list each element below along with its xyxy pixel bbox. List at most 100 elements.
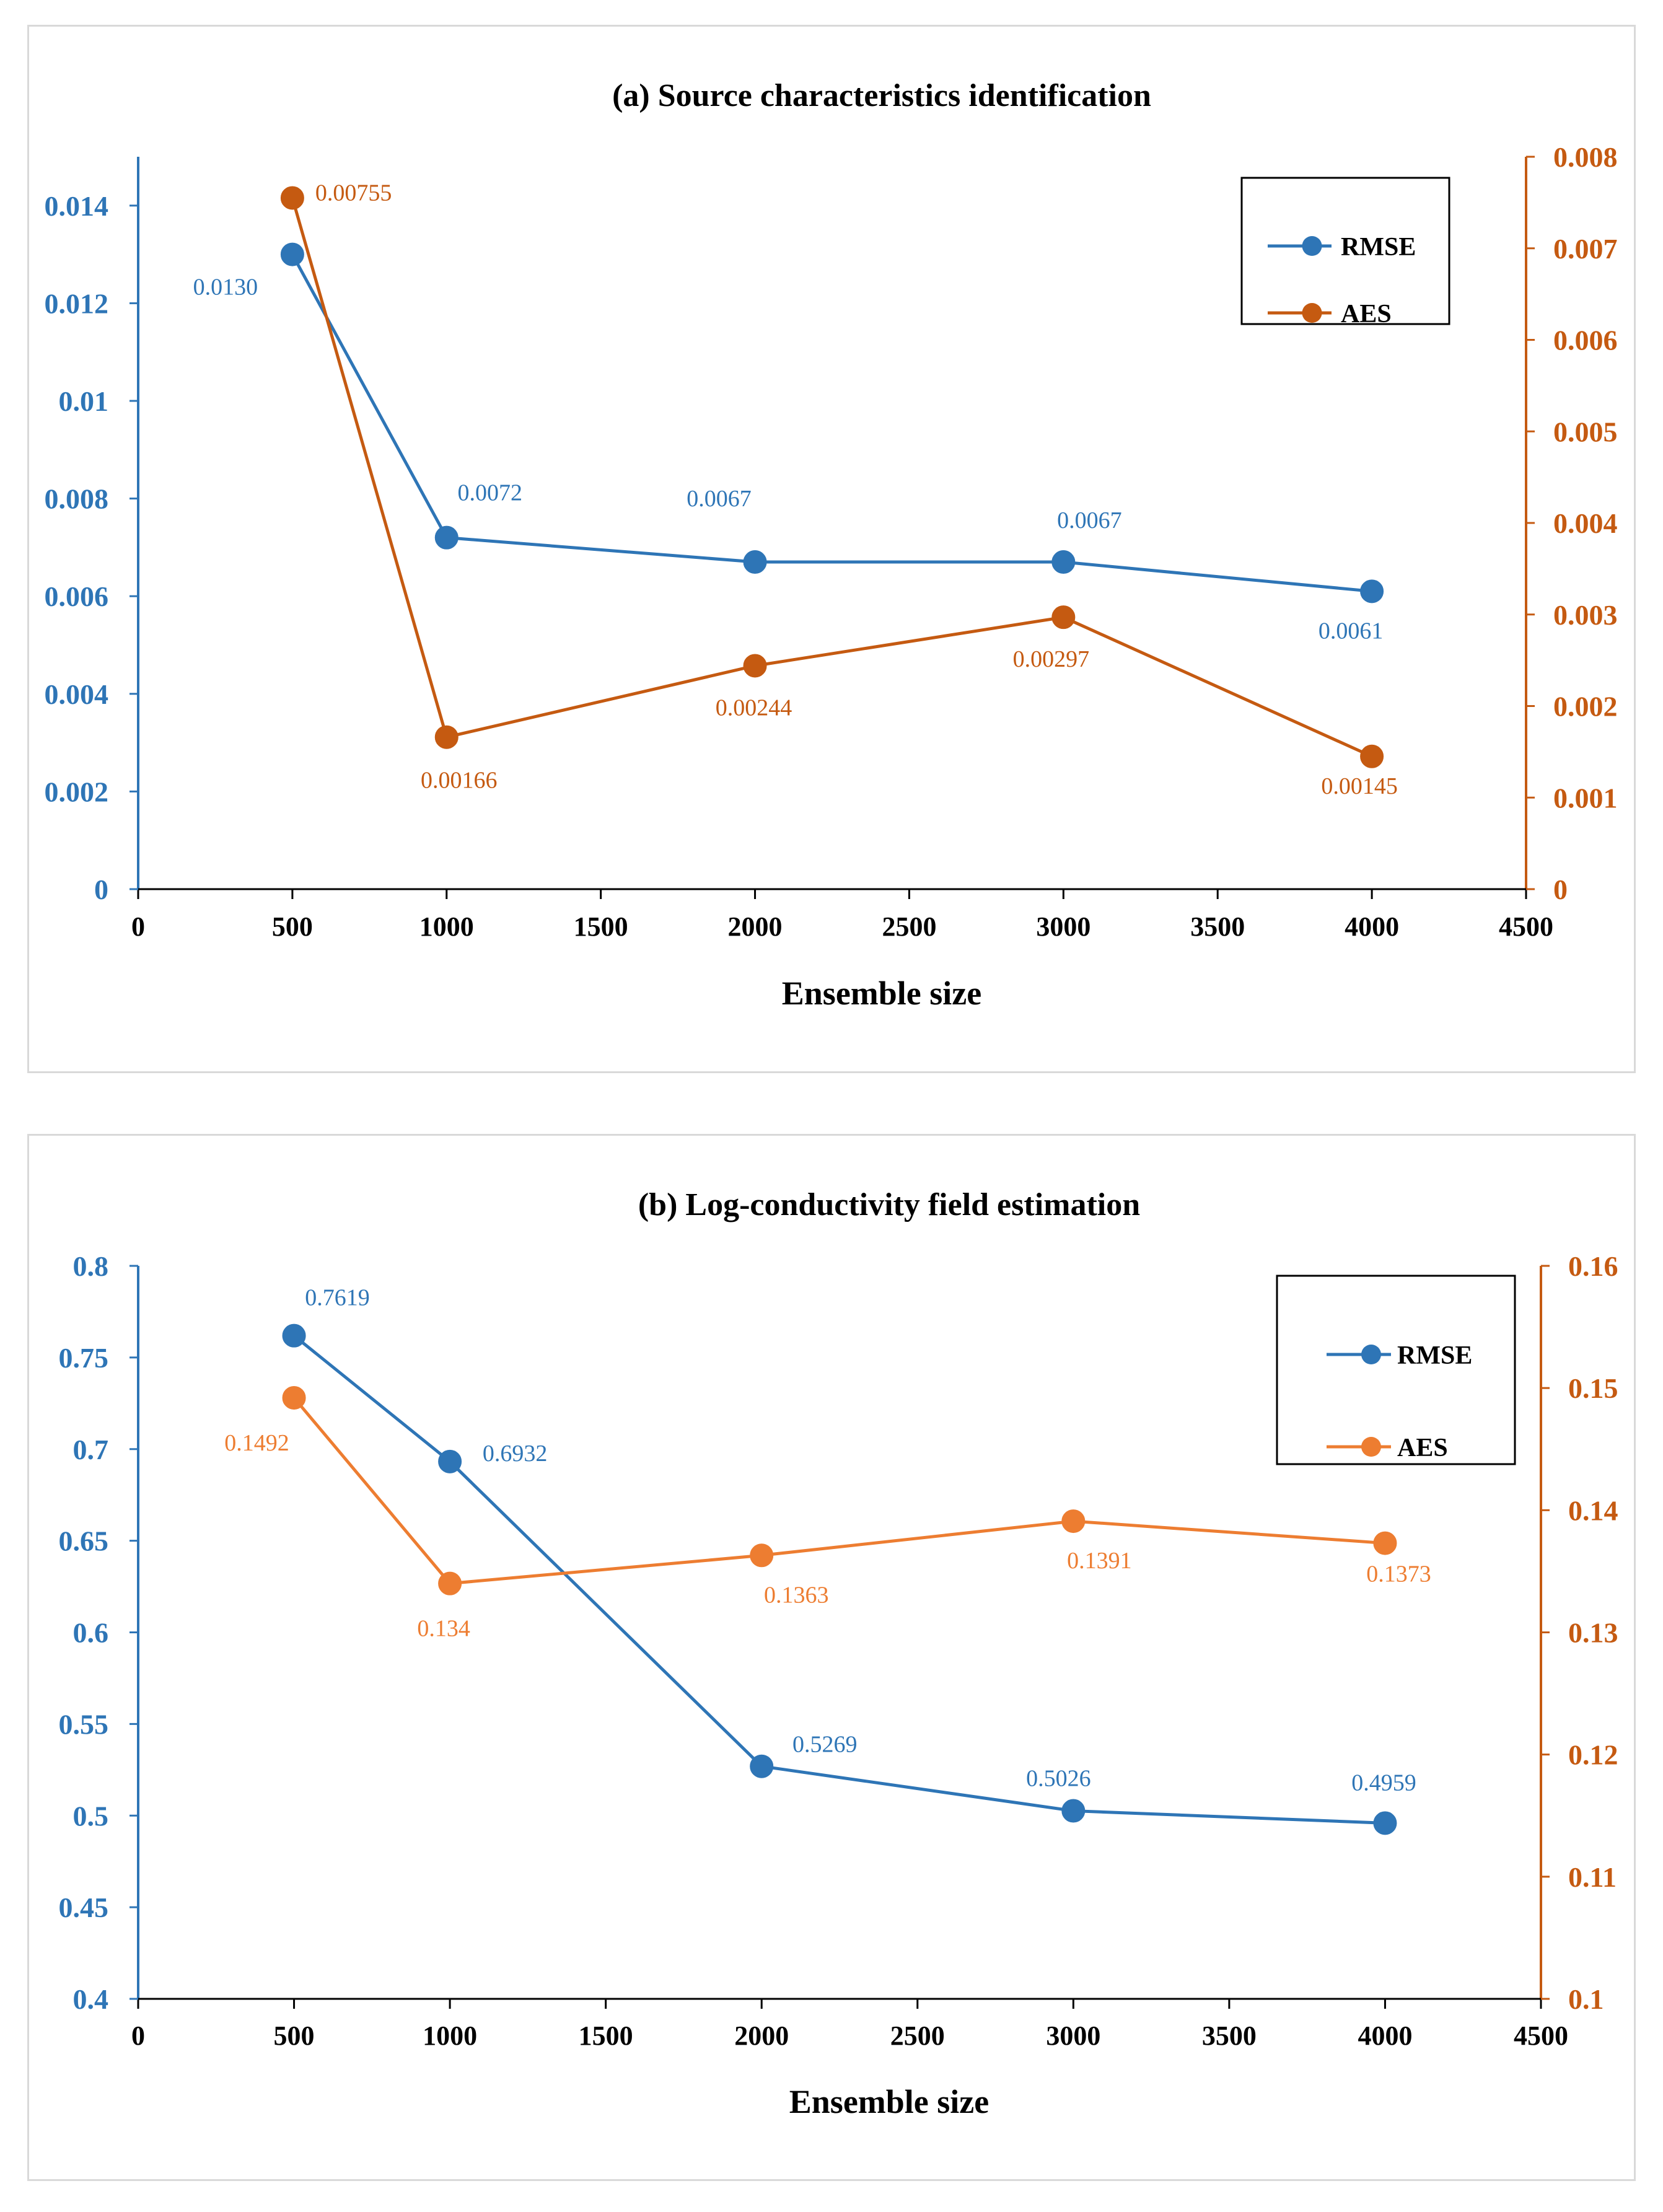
- x-tick-label: 500: [272, 911, 313, 942]
- legend-marker-aes: [1302, 303, 1322, 323]
- data-point-rmse: [1360, 579, 1384, 603]
- data-point-rmse: [280, 242, 304, 266]
- legend-box: [1240, 177, 1450, 325]
- y-tick-label-right: 0.007: [1553, 233, 1618, 265]
- y-tick-label-left: 0.006: [45, 581, 109, 612]
- y-tick-label-left: 0.012: [45, 287, 109, 319]
- data-label-rmse: 0.5269: [792, 1732, 858, 1758]
- y-tick-label-left: 0.8: [73, 1250, 109, 1282]
- y-tick-label-right: 0.006: [1553, 325, 1618, 356]
- x-axis-label: Ensemble size: [782, 975, 981, 1012]
- x-tick-label: 1000: [419, 911, 474, 942]
- x-tick-label: 500: [274, 2021, 315, 2051]
- data-label-rmse: 0.0067: [1057, 507, 1122, 533]
- x-tick-label: 1500: [574, 911, 628, 942]
- chart-panel-a: (a) Source characteristics identificatio…: [27, 25, 1636, 1073]
- x-tick-label: 3500: [1190, 911, 1245, 942]
- y-tick-label-left: 0.65: [59, 1525, 109, 1557]
- data-point-aes: [1360, 744, 1384, 768]
- data-point-rmse: [1373, 1811, 1397, 1835]
- chart-panel-b: (b) Log-conductivity field estimation 0 50…: [27, 1134, 1636, 2181]
- y-tick-label-right: 0.004: [1553, 507, 1618, 539]
- data-label-aes: 0.00166: [421, 768, 498, 794]
- y-tick-label-left: 0.45: [59, 1892, 109, 1923]
- data-label-aes: 0.1373: [1366, 1561, 1431, 1587]
- data-point-aes: [438, 1571, 462, 1595]
- y-tick-label-left: 0.5: [73, 1800, 109, 1832]
- y-tick-label-right: 0.003: [1553, 599, 1618, 631]
- data-point-rmse: [750, 1754, 774, 1778]
- y-tick-label-right: 0.14: [1568, 1494, 1618, 1526]
- x-tick-label: 4500: [1499, 911, 1553, 942]
- data-label-aes: 0.1391: [1067, 1548, 1132, 1574]
- x-tick-label: 1500: [579, 2021, 633, 2051]
- y-tick-label-left: 0.014: [45, 190, 109, 222]
- data-point-aes: [1061, 1509, 1086, 1534]
- data-label-rmse: 0.5026: [1026, 1766, 1091, 1792]
- y-tick-label-right: 0.001: [1553, 782, 1618, 814]
- y-tick-label-right: 0: [1553, 874, 1568, 905]
- data-point-aes: [1373, 1531, 1397, 1555]
- data-point-aes: [1051, 605, 1076, 630]
- data-label-aes: 0.1363: [764, 1582, 829, 1608]
- y-tick-label-right: 0.002: [1553, 691, 1618, 722]
- chart-title: (b) Log-conductivity field estimation: [638, 1187, 1140, 1222]
- y-tick-label-left: 0.004: [45, 678, 109, 710]
- data-label-aes: 0.00145: [1321, 773, 1398, 799]
- data-point-rmse: [434, 525, 459, 550]
- data-label-rmse: 0.0130: [193, 274, 258, 301]
- data-point-aes: [743, 654, 767, 678]
- y-tick-label-right: 0.15: [1568, 1372, 1618, 1404]
- x-axis-label: Ensemble size: [789, 2083, 989, 2120]
- data-label-rmse: 0.7619: [305, 1285, 370, 1311]
- legend-label-rmse: RMSE: [1397, 1341, 1472, 1370]
- chart-b: (b) Log-conductivity field estimation 0 50…: [59, 1187, 1618, 2120]
- data-label-rmse: 0.6932: [483, 1441, 548, 1467]
- y-tick-label-left: 0.7: [73, 1434, 109, 1465]
- y-tick-label-right: 0.005: [1553, 416, 1618, 447]
- chart-a: (a) Source characteristics identificatio…: [45, 78, 1618, 1012]
- legend-marker-rmse: [1361, 1345, 1381, 1364]
- y-tick-label-right: 0.008: [1553, 141, 1618, 173]
- y-tick-label-left: 0.01: [59, 385, 109, 417]
- data-label-rmse: 0.0067: [687, 486, 752, 512]
- data-point-rmse: [1061, 1799, 1086, 1823]
- data-point-aes: [434, 725, 459, 749]
- data-label-aes: 0.00297: [1013, 646, 1090, 672]
- y-tick-label-left: 0.75: [59, 1342, 109, 1374]
- x-tick-label: 3000: [1036, 911, 1090, 942]
- y-tick-label-left: 0: [94, 874, 108, 905]
- x-tick-label: 3500: [1202, 2021, 1257, 2051]
- y-tick-label-left: 0.55: [59, 1708, 109, 1740]
- data-point-rmse: [743, 550, 767, 574]
- data-label-aes: 0.134: [417, 1616, 470, 1642]
- x-tick-label: 4500: [1514, 2021, 1568, 2051]
- data-point-rmse: [282, 1323, 306, 1348]
- legend-label-aes: AES: [1397, 1434, 1448, 1462]
- data-label-aes: 0.00244: [716, 695, 792, 721]
- legend-marker-rmse: [1302, 236, 1322, 256]
- x-tick-label: 1000: [423, 2021, 477, 2051]
- legend-label-rmse: RMSE: [1341, 233, 1416, 261]
- y-tick-label-left: 0.008: [45, 483, 109, 515]
- data-label-aes: 0.00755: [315, 180, 392, 206]
- y-tick-label-right: 0.16: [1568, 1250, 1618, 1282]
- x-tick-label: 4000: [1358, 2021, 1412, 2051]
- series-line-aes: [291, 197, 1373, 758]
- y-tick-label-left: 0.4: [73, 1983, 109, 2015]
- x-tick-label: 2000: [728, 911, 783, 942]
- y-tick-label-right: 0.12: [1568, 1739, 1618, 1771]
- x-tick-label: 0: [131, 2021, 145, 2051]
- series-line-aes: [292, 1397, 1385, 1586]
- data-label-rmse: 0.0072: [458, 480, 523, 506]
- x-tick-label: 2000: [734, 2021, 789, 2051]
- x-tick-label: 3000: [1046, 2021, 1100, 2051]
- data-point-rmse: [438, 1449, 462, 1473]
- y-tick-label-right: 0.11: [1568, 1861, 1617, 1893]
- data-point-aes: [282, 1385, 306, 1410]
- legend-box: [1276, 1275, 1516, 1465]
- y-tick-label-right: 0.13: [1568, 1617, 1618, 1649]
- data-point-aes: [750, 1543, 774, 1568]
- chart-title: (a) Source characteristics identificatio…: [612, 78, 1151, 113]
- data-point-aes: [280, 186, 304, 210]
